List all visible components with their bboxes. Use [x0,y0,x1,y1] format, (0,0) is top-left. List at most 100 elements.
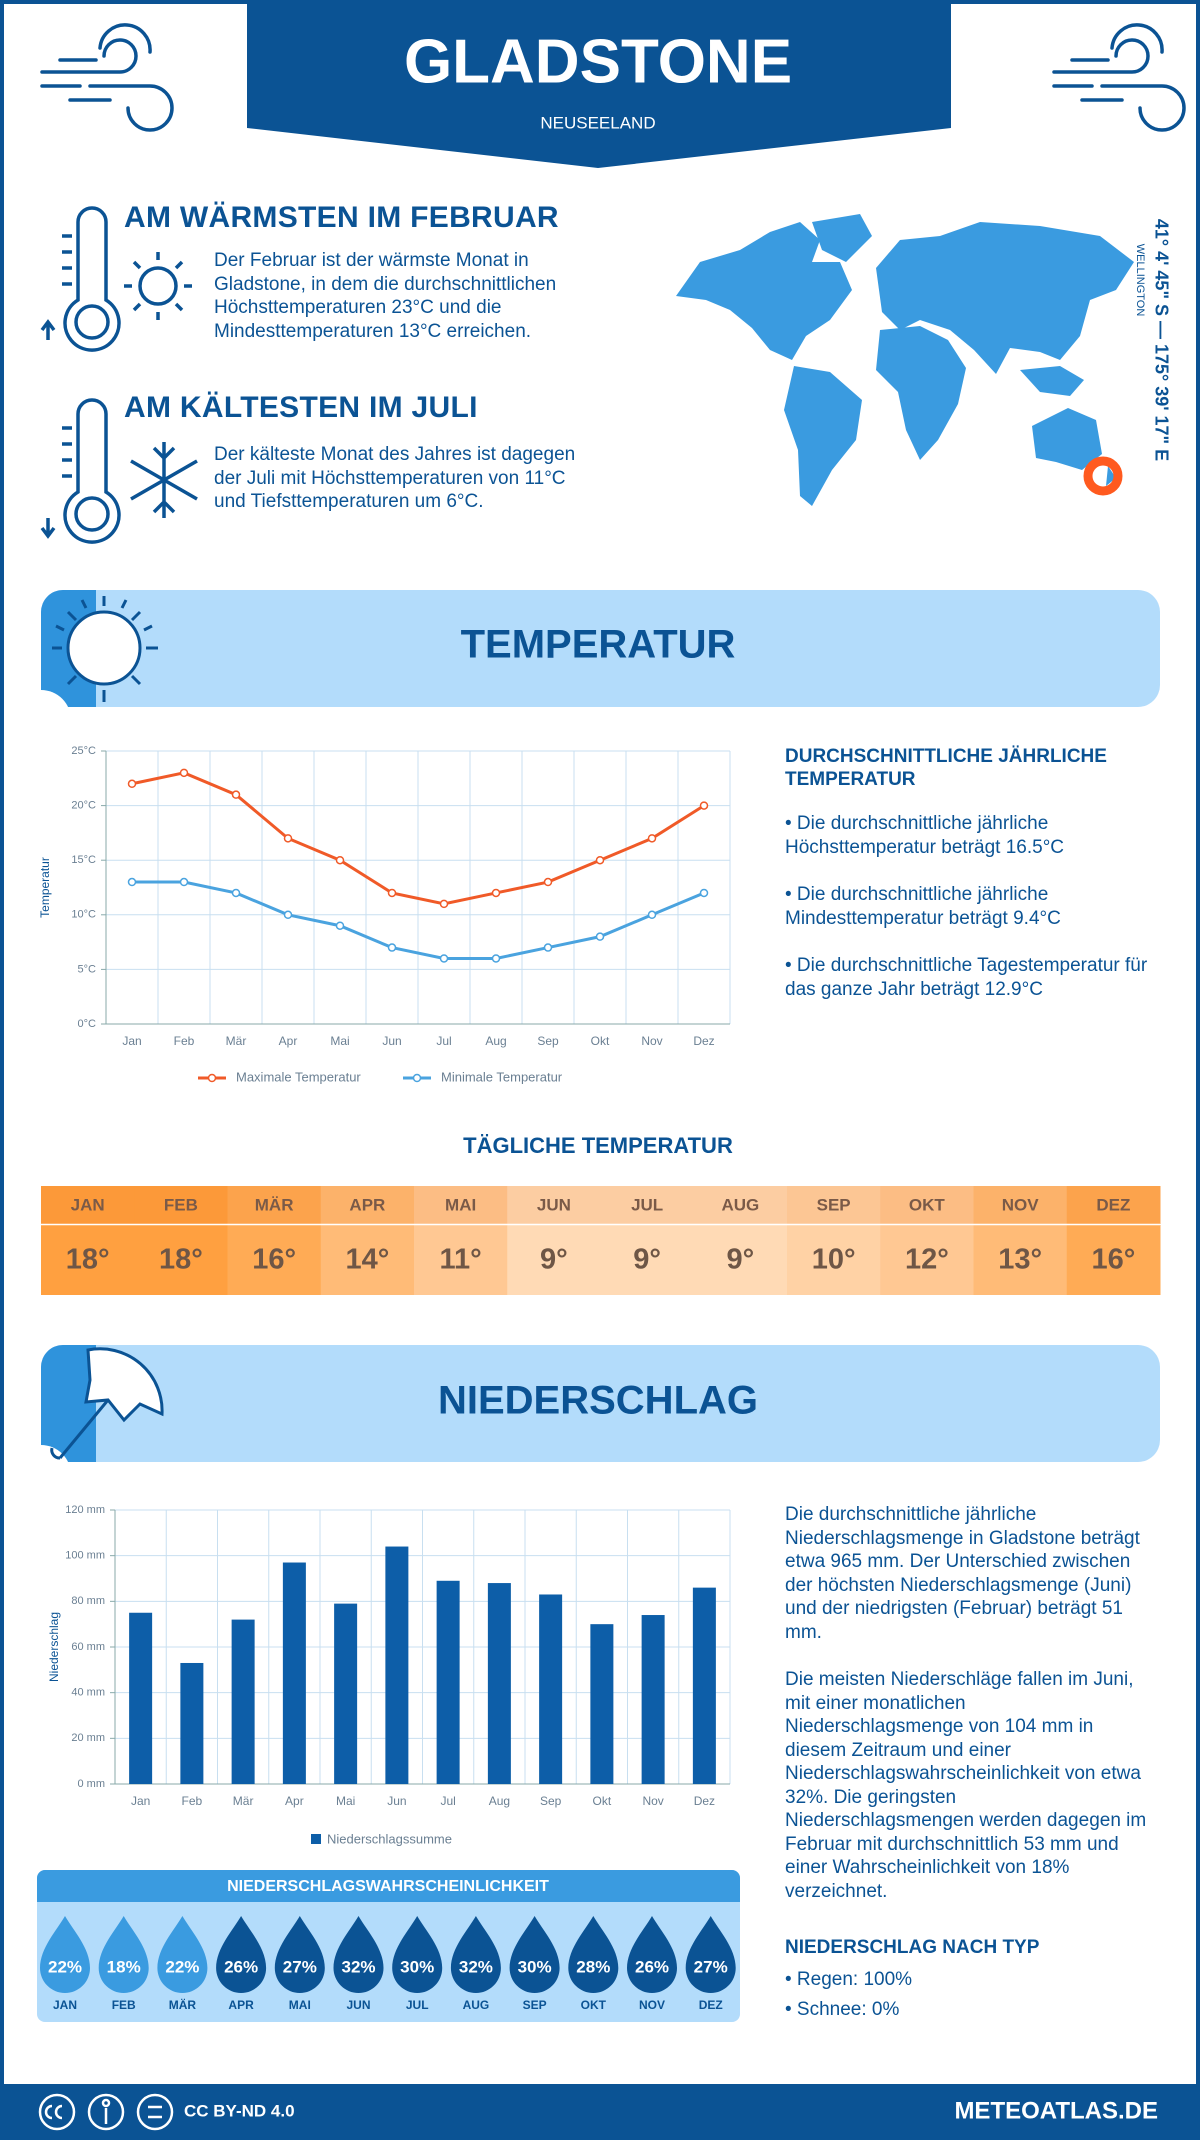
point [335,855,345,865]
bar [282,1562,306,1784]
cell-header-shade [973,1186,1068,1224]
probability-month: NOV [639,1998,665,2012]
x-tick-label: Sep [540,1794,562,1808]
point [335,921,345,930]
y-tick-label: 80 mm [71,1595,105,1607]
month-label: AUG [721,1195,759,1214]
cell-value [227,1225,322,1295]
y-axis-label: Temperatur [38,857,52,918]
probability-month: DEZ [699,1998,723,2012]
world-map [676,214,1134,506]
x-tick-label: Mär [226,1034,247,1048]
bar [436,1580,460,1784]
cell-header [507,1186,601,1224]
x-tick-label: Dez [693,1034,714,1048]
probability-value: 26% [224,1957,258,1976]
cell-header [227,1186,322,1224]
warmest-text: Der Februar ist der wärmste Monat in Gla… [214,250,557,342]
probability-value: 22% [165,1957,199,1976]
cell-header-shade [693,1186,788,1224]
legend-label: Maximale Temperatur [236,1069,361,1084]
legend-point [412,1073,422,1083]
cell-value [507,1225,601,1295]
cell-value [693,1225,788,1295]
month-label: FEB [164,1195,198,1214]
probability-value: 30% [518,1957,552,1976]
x-tick-label: Feb [174,1034,195,1048]
drop [568,1916,619,1993]
cell-header [600,1186,695,1224]
region: WELLINGTON [1134,244,1146,317]
section-banner [41,1345,1160,1462]
bar [385,1546,409,1784]
summary-item: • Die durchschnittliche jährliche Mindes… [785,884,1061,929]
summary-list: • Die durchschnittliche jährliche Höchst… [785,812,1155,1025]
cell-header-shade [41,1186,135,1224]
cell-value [1066,1225,1161,1295]
month-label: JAN [71,1195,105,1214]
bar [231,1619,255,1784]
temperature-value: 16° [1091,1244,1135,1276]
section-title: TEMPERATUR [461,623,736,667]
y-tick-label: 120 mm [65,1504,105,1516]
drop [509,1916,560,1993]
cell-header-shade [320,1186,415,1224]
license: CC BY-ND 4.0 [184,2101,295,2120]
x-tick-label: Aug [489,1794,510,1808]
point [491,954,501,963]
temperature-value: 9° [633,1244,661,1276]
cell-value [320,1225,415,1295]
point [699,801,709,810]
cell-header [880,1186,974,1224]
x-tick-label: Jan [131,1794,150,1808]
banner-notch [41,1445,71,1475]
probability-value: 32% [341,1957,375,1976]
legend-swatch [311,1834,321,1844]
cell-header [41,1186,135,1224]
probability-month: MAI [289,1998,311,2012]
type-title: NIEDERSCHLAG NACH TYP [785,1937,1040,1958]
cell-value [787,1225,881,1295]
x-tick-label: Dez [694,1794,715,1808]
y-tick-label: 5°C [78,963,97,975]
cell-header [1066,1186,1161,1224]
line [132,880,705,960]
type-item: • Regen: 100% [785,1969,913,1990]
point [543,943,553,952]
probability-value: 27% [694,1957,728,1976]
drop [450,1916,501,1993]
point [387,943,397,952]
probability-title: NIEDERSCHLAGSWAHRSCHEINLICHKEIT [227,1878,549,1895]
precipitation-text: Die durchschnittliche jährliche Niedersc… [785,1503,1147,1927]
point [595,855,605,865]
footer [0,2084,1200,2140]
cell-value [880,1225,974,1295]
x-tick-label: Jul [436,1034,451,1048]
cell-value [41,1225,135,1295]
x-tick-label: Apr [279,1034,298,1048]
x-tick-label: Mai [330,1034,349,1048]
line [131,771,705,906]
bar [129,1612,153,1784]
temperature-value: 11° [439,1244,481,1276]
y-tick-label: 20°C [71,800,96,812]
point [283,910,293,920]
point [231,790,241,799]
drop [392,1916,443,1993]
warmest-title: AM WÄRMSTEN IM FEBRUAR [124,201,559,234]
temperature-value: 12° [905,1244,949,1276]
x-tick-label: Nov [642,1794,663,1808]
month-label: JUN [537,1195,571,1214]
cell-header [414,1186,508,1224]
probability-value: 26% [635,1957,669,1976]
coldest-title: AM KÄLTESTEN IM JULI [124,391,478,424]
probability-value: 27% [283,1957,317,1976]
probability-value: 22% [48,1957,82,1976]
x-tick-label: Okt [591,1034,610,1048]
temperature-value: 13° [998,1244,1042,1276]
x-tick-label: Feb [182,1794,203,1808]
drop [274,1916,325,1993]
probability-month: JUL [406,1998,429,2012]
y-tick-label: 0°C [78,1018,97,1030]
point [387,888,397,898]
